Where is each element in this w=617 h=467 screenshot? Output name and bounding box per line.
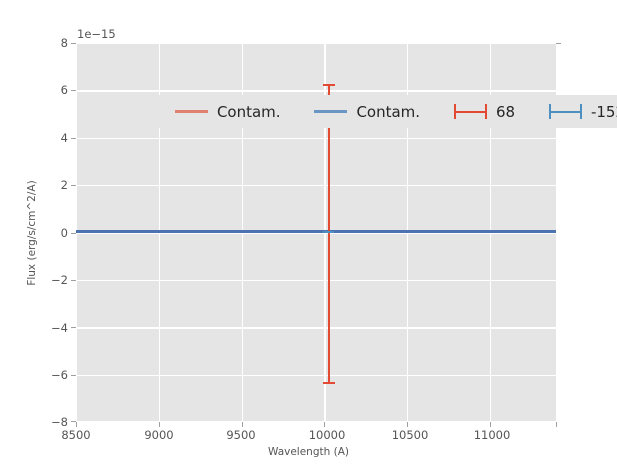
y-tick-label: 6 — [60, 83, 68, 97]
contamination-line-blue — [76, 230, 556, 234]
legend-entry-68[interactable]: 68 — [453, 102, 516, 121]
x-tick — [158, 422, 160, 427]
x-tick-label: 8500 — [61, 428, 91, 442]
gridline-horizontal — [76, 279, 556, 282]
y-tick-label: −8 — [51, 415, 68, 429]
y-tick — [71, 327, 76, 329]
y-tick-label: −6 — [51, 368, 68, 382]
legend-line-swatch-icon — [314, 110, 348, 113]
y-tick — [71, 421, 76, 422]
legend-label: -152 — [590, 102, 617, 121]
y-tick — [71, 137, 76, 139]
y-tick — [71, 374, 76, 376]
legend-entry-contam-red[interactable]: Contam. — [174, 102, 281, 121]
x-tick — [407, 422, 408, 427]
y-axis-title-holder: Flux (erg/s/cm^2/A) — [22, 43, 42, 422]
gridline-horizontal — [76, 90, 556, 92]
y-tick — [71, 185, 76, 187]
legend-label: Contam. — [356, 102, 421, 121]
x-tick — [76, 422, 77, 427]
y-axis-offset-label: 1e−15 — [77, 27, 116, 41]
x-tick-label: 11000 — [473, 428, 511, 442]
errorbar-red-cap-top — [322, 83, 335, 86]
gridline-horizontal — [76, 137, 556, 140]
x-tick — [489, 422, 491, 427]
y-tick-label: −2 — [51, 273, 68, 287]
y-tick-label: 0 — [60, 226, 68, 240]
errorbar-red-vertical — [327, 83, 330, 382]
x-tick — [556, 422, 557, 427]
legend-line-swatch-icon — [174, 110, 208, 113]
legend[interactable]: Contam. Contam. 68 - — [152, 95, 617, 128]
legend-errorbar-icon — [548, 104, 582, 119]
x-axis-title: Wavelength (A) — [267, 446, 349, 458]
x-tick-label: 9000 — [144, 428, 174, 442]
errorbar-blue-marker — [323, 230, 334, 233]
y-tick-label: 4 — [60, 131, 68, 145]
y-tick-label: 8 — [60, 36, 68, 50]
y-tick-label: 2 — [60, 178, 68, 192]
legend-entry-contam-blue[interactable]: Contam. — [314, 103, 420, 121]
x-tick — [241, 422, 243, 427]
y-axis-title: Flux (erg/s/cm^2/A) — [26, 179, 38, 286]
plot-panel: Contam. Contam. 68 - — [76, 43, 617, 423]
x-tick-label: 9500 — [226, 428, 256, 442]
top-tick — [556, 43, 561, 44]
x-tick-label: 10000 — [308, 428, 346, 442]
x-tick — [324, 422, 326, 427]
gridline-horizontal — [76, 185, 556, 187]
legend-entry-minus152[interactable]: -152 — [548, 102, 617, 121]
gridline-horizontal — [76, 327, 556, 329]
y-tick — [71, 279, 76, 281]
legend-errorbar-icon — [453, 104, 487, 119]
y-tick-label: −4 — [51, 321, 68, 335]
y-tick — [71, 43, 76, 44]
x-tick-label: 10500 — [391, 428, 429, 442]
gridline-horizontal — [76, 43, 556, 45]
legend-label: 68 — [495, 102, 516, 121]
y-tick — [71, 90, 76, 92]
gridline-horizontal — [76, 374, 556, 376]
gridline-horizontal — [76, 421, 556, 423]
legend-label: Contam. — [216, 102, 281, 121]
errorbar-red-cap-bottom — [322, 381, 335, 384]
y-tick — [71, 232, 76, 234]
